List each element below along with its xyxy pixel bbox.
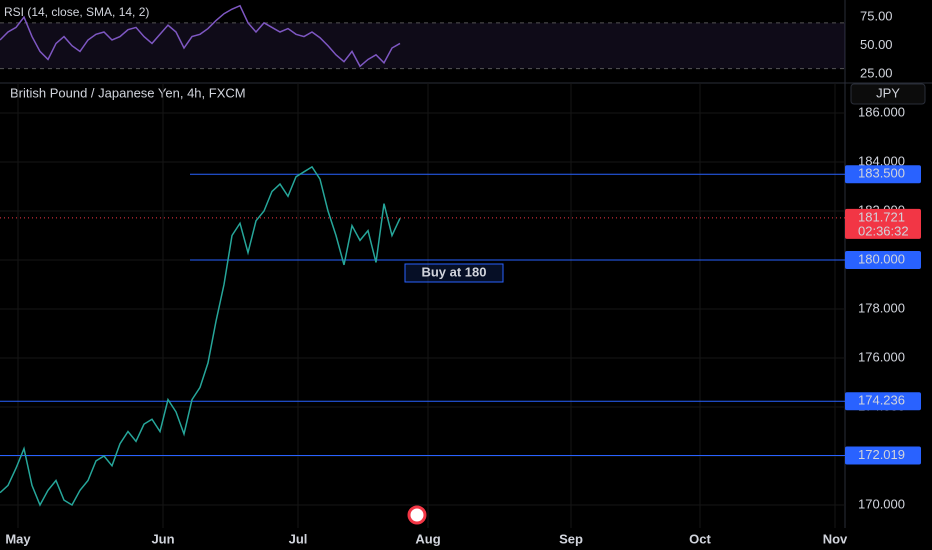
level-label: 172.019 bbox=[858, 447, 905, 462]
y-tick-label: 178.000 bbox=[858, 300, 905, 315]
rsi-tick-label: 50.00 bbox=[860, 37, 893, 52]
level-tag bbox=[845, 392, 921, 411]
line-series bbox=[0, 165, 401, 507]
level-tag bbox=[845, 165, 921, 184]
rsi-tick-label: 25.00 bbox=[860, 66, 893, 81]
chart-title: British Pound / Japanese Yen, 4h, FXCM bbox=[10, 85, 246, 100]
rsi-band bbox=[0, 22, 845, 69]
line-series bbox=[0, 4, 401, 68]
level-tag bbox=[845, 251, 921, 269]
x-tick-label: Sep bbox=[559, 531, 583, 546]
event-icon bbox=[407, 505, 427, 525]
x-tick-label: May bbox=[5, 531, 31, 546]
currency-button[interactable] bbox=[850, 83, 926, 105]
countdown-label: 02:36:32 bbox=[858, 223, 909, 238]
currency-label: JPY bbox=[876, 85, 900, 100]
x-tick-label: Aug bbox=[415, 531, 440, 546]
annotation-box bbox=[404, 263, 504, 283]
last-price-label: 181.721 bbox=[858, 209, 905, 224]
level-label: 180.000 bbox=[858, 251, 905, 266]
last-price-tag bbox=[845, 208, 921, 239]
y-tick-label: 170.000 bbox=[858, 496, 905, 511]
rsi-title: RSI (14, close, SMA, 14, 2) bbox=[4, 5, 149, 19]
level-tag bbox=[845, 446, 921, 465]
x-tick-label: Nov bbox=[823, 531, 848, 546]
level-label: 174.236 bbox=[858, 393, 905, 408]
x-tick-label: Oct bbox=[689, 531, 711, 546]
x-tick-label: Jul bbox=[289, 531, 308, 546]
y-tick-label: 176.000 bbox=[858, 349, 905, 364]
annotation: Buy at 180 bbox=[421, 264, 486, 279]
y-tick-label: 184.000 bbox=[858, 153, 905, 168]
rsi-tick-label: 75.00 bbox=[860, 9, 893, 24]
y-tick-label: 186.000 bbox=[858, 104, 905, 119]
x-tick-label: Jun bbox=[151, 531, 174, 546]
level-label: 183.500 bbox=[858, 166, 905, 181]
